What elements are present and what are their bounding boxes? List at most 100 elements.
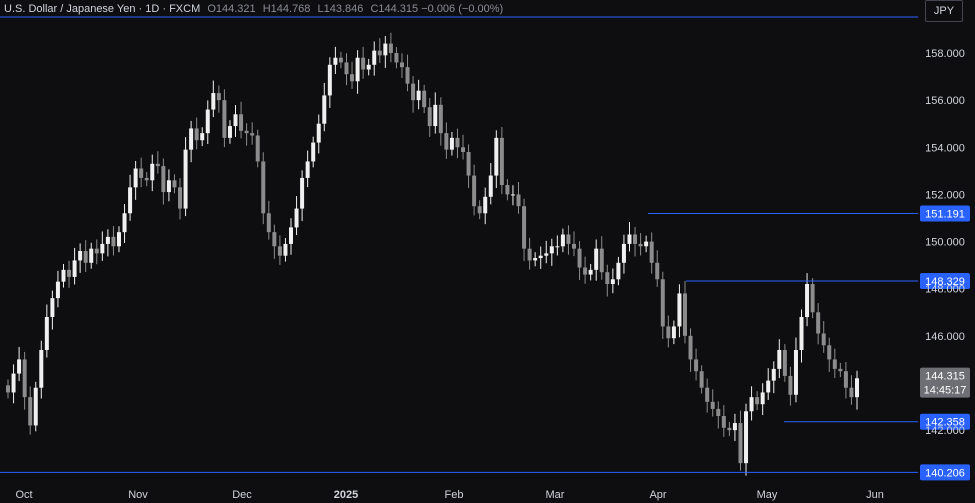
candle [760, 383, 765, 416]
candle [216, 85, 221, 113]
level-price-box [920, 205, 970, 222]
candle [289, 218, 293, 255]
candle [616, 256, 621, 286]
legend-low: 143.846 [323, 3, 364, 15]
candle [133, 160, 138, 200]
candle [749, 386, 754, 421]
level-price-box [920, 272, 970, 289]
candle [732, 413, 737, 441]
candle [155, 151, 160, 174]
legend-open-key: O [207, 3, 216, 15]
candle [821, 321, 826, 353]
candle [633, 226, 638, 257]
y-tick-label: 158.000 [925, 48, 965, 60]
candle [433, 92, 438, 134]
candle [588, 263, 593, 281]
candle [178, 178, 183, 220]
candle [671, 320, 676, 345]
candle [522, 198, 527, 262]
candle [227, 120, 232, 144]
candle [799, 309, 804, 363]
candle [449, 131, 454, 156]
x-tick-label: May [757, 489, 778, 501]
candle [466, 144, 471, 189]
candle [239, 101, 244, 139]
candle [261, 152, 266, 225]
countdown-label: 14:45:17 [924, 385, 967, 397]
y-tick-label: 152.000 [925, 189, 965, 201]
candle [577, 241, 582, 280]
legend-symbol: U.S. Dollar / Japanese Yen · 1D · FXCM [4, 3, 201, 15]
candle [427, 98, 432, 137]
level-price-label: 140.206 [925, 467, 965, 479]
candle [499, 127, 504, 195]
candle [172, 174, 177, 194]
candle [838, 362, 843, 378]
candle [305, 150, 310, 188]
candle [438, 97, 443, 146]
y-tick-label: 154.000 [925, 142, 965, 154]
candle [738, 410, 743, 471]
current-price-box [920, 367, 970, 398]
candle [766, 368, 771, 400]
candle [605, 264, 610, 297]
current-price-label: 144.315 [925, 371, 965, 383]
x-tick-label: Oct [15, 489, 32, 501]
candle [377, 38, 382, 63]
candle [688, 328, 693, 372]
x-tick-label: Feb [445, 489, 464, 501]
candle [166, 169, 171, 202]
candle [122, 204, 127, 243]
level-price-label: 142.358 [925, 417, 965, 429]
candle [677, 284, 682, 338]
levels-layer: 151.191 148.329 142.358 140.206 [0, 205, 970, 481]
candle [89, 242, 94, 269]
candle [211, 80, 216, 118]
candle [322, 82, 327, 132]
candle [350, 61, 355, 89]
candle [17, 346, 22, 382]
candle [183, 137, 188, 217]
candle [316, 114, 321, 154]
x-tick-label: 2025 [334, 489, 358, 501]
candle [533, 252, 538, 267]
level-price-label: 151.191 [925, 208, 965, 220]
candle [710, 389, 715, 417]
candle [705, 378, 710, 413]
candle [189, 120, 194, 163]
legend-high-key: H [262, 3, 271, 15]
candle [11, 364, 16, 404]
candle [283, 238, 288, 262]
candle [621, 234, 626, 274]
legend-close-key: C [370, 3, 379, 15]
currency-button[interactable]: JPY [925, 0, 963, 22]
candle [6, 379, 10, 399]
candle [771, 361, 776, 394]
candle [477, 200, 482, 220]
candle [355, 50, 360, 94]
candle [200, 127, 205, 147]
candle [649, 232, 654, 274]
candle [832, 348, 837, 379]
candle [55, 270, 60, 308]
y-tick-label: 156.000 [925, 95, 965, 107]
legend-low-key: L [317, 3, 324, 15]
price-axis[interactable]: 158.000 156.000 154.000 152.000 150.000 148.0… [920, 48, 970, 437]
candle [28, 386, 33, 435]
candle [50, 290, 55, 330]
time-axis[interactable]: Oct Nov Dec 2025 Feb Mar Apr May Jun [15, 489, 883, 501]
candle [788, 366, 793, 406]
candle [444, 122, 449, 159]
candle [694, 348, 699, 381]
candle [655, 250, 660, 287]
x-tick-label: Nov [128, 489, 148, 501]
x-tick-label: Apr [649, 489, 666, 501]
candle [372, 41, 377, 76]
candle [782, 344, 787, 382]
candle [666, 315, 671, 348]
candle [399, 53, 404, 78]
candle [483, 187, 488, 225]
candle [744, 403, 749, 476]
candle [394, 47, 399, 69]
